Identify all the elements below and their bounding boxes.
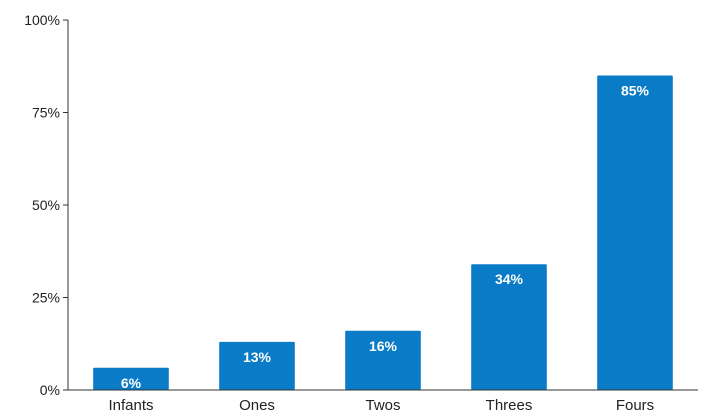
bar-twos (345, 330, 421, 390)
x-axis: Infants Ones Twos Threes Fours (68, 389, 698, 414)
x-tick-label: Twos (365, 397, 400, 414)
y-tick-label: 0% (40, 382, 60, 398)
bar-value-label: 34% (495, 271, 524, 287)
bar-value-label: 6% (121, 375, 142, 391)
y-tick-label: 100% (24, 12, 60, 28)
x-tick-label: Infants (108, 397, 153, 414)
bars (93, 75, 673, 390)
x-tick-label: Threes (486, 397, 533, 414)
bar-fours (597, 75, 673, 390)
y-axis: 0% 25% 50% 75% 100% (24, 12, 69, 398)
bar-value-labels: 6% 13% 16% 34% 85% (121, 83, 650, 391)
bar-value-label: 85% (621, 83, 650, 99)
bar-value-label: 16% (369, 338, 398, 354)
y-tick-label: 25% (32, 290, 60, 306)
x-tick-label: Ones (239, 397, 275, 414)
bar-threes (471, 264, 547, 390)
y-tick-label: 50% (32, 197, 60, 213)
bar-infants (93, 367, 169, 390)
y-tick-label: 75% (32, 105, 60, 121)
bar-value-label: 13% (243, 349, 272, 365)
bar-ones (219, 341, 295, 390)
x-tick-label: Fours (616, 397, 654, 414)
